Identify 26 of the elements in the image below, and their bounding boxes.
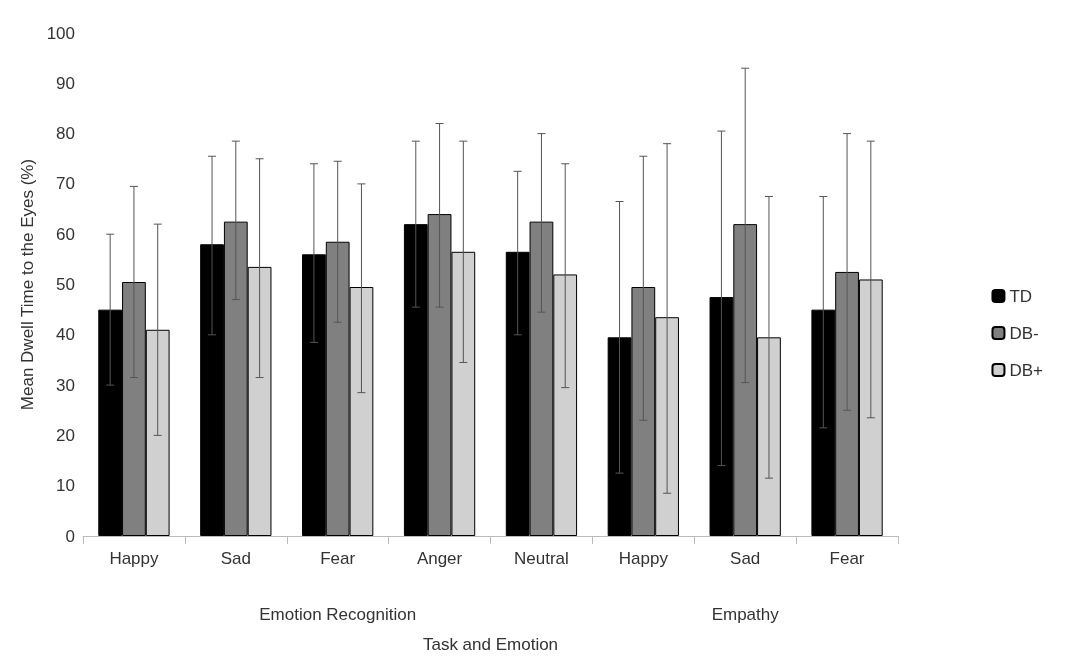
y-tick-label: 100 xyxy=(46,23,75,43)
y-tick-label: 90 xyxy=(56,73,75,93)
y-tick-label: 0 xyxy=(65,526,75,546)
y-tick-label: 10 xyxy=(56,476,75,496)
y-axis-title: Mean Dwell Time to the Eyes (%) xyxy=(17,158,37,411)
x-tick-label: Fear xyxy=(829,549,865,568)
legend-label: DB+ xyxy=(1009,360,1044,380)
y-tick-label: 30 xyxy=(56,375,75,395)
legend-label: DB- xyxy=(1009,323,1039,343)
x-tick-label: Happy xyxy=(618,549,669,568)
y-tick-label: 20 xyxy=(56,425,75,445)
x-tick-label: Anger xyxy=(416,549,463,568)
text: Emotion Recognition xyxy=(259,604,417,624)
x-tick-label: Fear xyxy=(320,549,356,568)
legend-label: TD xyxy=(1009,286,1033,306)
y-tick-label: 40 xyxy=(56,325,75,345)
y-tick-label: 60 xyxy=(56,224,75,244)
x-tick-label: Neutral xyxy=(514,549,569,568)
x-tick-label: Sad xyxy=(220,549,251,568)
y-tick-label: 50 xyxy=(56,275,75,294)
x-axis-title: Task and Emotion xyxy=(422,635,559,654)
y-tick-label: 80 xyxy=(56,124,75,144)
text: Empathy xyxy=(711,604,780,624)
x-tick-label: Sad xyxy=(730,549,761,568)
y-tick-label: 70 xyxy=(56,174,75,194)
x-tick-label: Happy xyxy=(109,549,160,568)
